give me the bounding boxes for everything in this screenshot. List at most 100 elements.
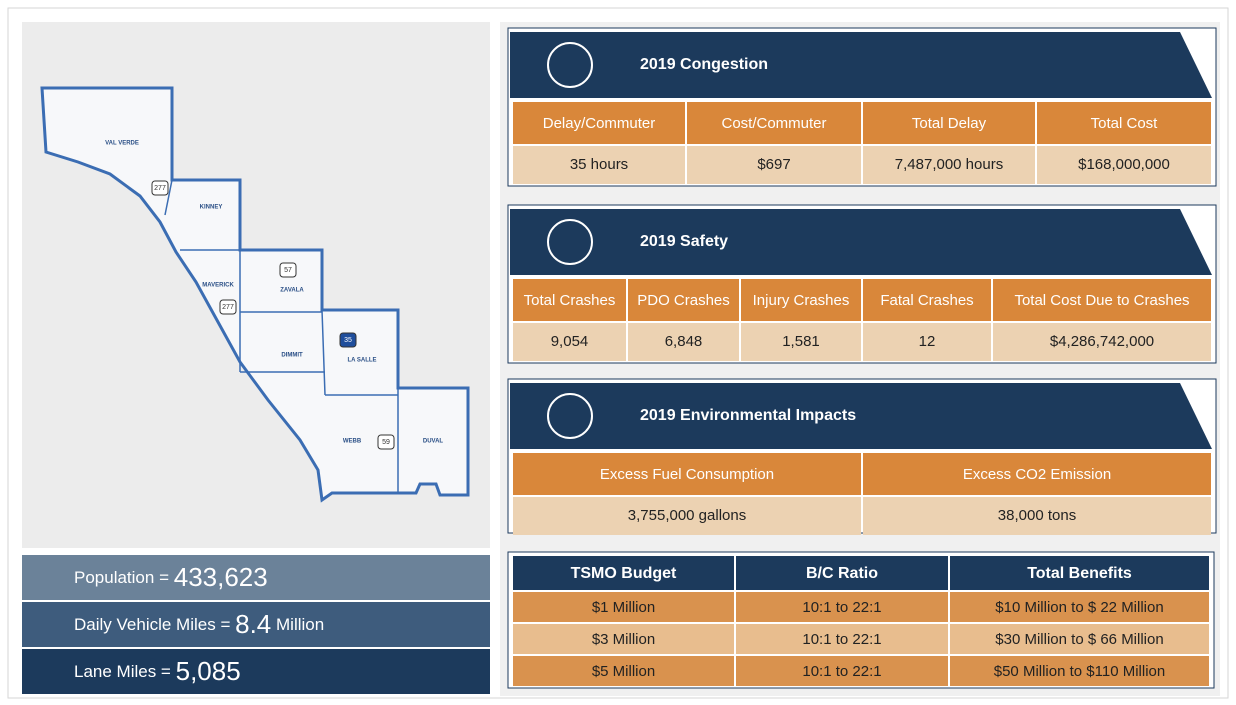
table-cell: [513, 624, 734, 654]
county-label: MAVERICK: [202, 283, 234, 289]
value-cell: [863, 323, 991, 361]
section-banner: [510, 32, 1212, 98]
value-text: $697: [757, 156, 790, 173]
shield-label: 57: [284, 267, 292, 274]
header-text: Total Delay: [912, 115, 987, 132]
header-text: PDO Crashes: [637, 292, 730, 309]
shield-label: 59: [382, 439, 390, 446]
table-header: [950, 556, 1209, 590]
county-label: KINNEY: [200, 205, 223, 211]
table-cell-text: 10:1 to 22:1: [802, 599, 881, 616]
header-text: Fatal Crashes: [880, 292, 973, 309]
stat-bar: [22, 602, 490, 647]
table-header: [736, 556, 948, 590]
value-cell: [628, 323, 739, 361]
county-label: ZAVALA: [280, 288, 304, 294]
table-cell: [513, 592, 734, 622]
value-text: 6,848: [665, 333, 703, 350]
table-cell: [950, 592, 1209, 622]
value-text: 3,755,000 gallons: [628, 507, 746, 524]
table-cell: [950, 624, 1209, 654]
header-cell: [993, 279, 1211, 321]
section-icon: [547, 393, 593, 439]
table-cell-text: $1 Million: [592, 599, 655, 616]
stat-label: Daily Vehicle Miles =: [74, 615, 230, 634]
highway-shield: [219, 299, 237, 315]
value-cell: [1037, 146, 1211, 184]
stat-text: Lane Miles = 5,085: [74, 656, 241, 686]
table-cell: [950, 656, 1209, 686]
table-cell-text: $10 Million to $ 22 Million: [995, 599, 1163, 616]
stat-value: 5,085: [176, 656, 241, 686]
section-title: 2019 Safety: [640, 233, 728, 250]
stat-text: Daily Vehicle Miles = 8.4 Million: [74, 609, 324, 639]
header-cell: [741, 279, 861, 321]
table-cell-text: 10:1 to 22:1: [802, 663, 881, 680]
stat-bar: [22, 649, 490, 694]
value-cell: [513, 146, 685, 184]
table-header-text: B/C Ratio: [806, 565, 878, 582]
table-cell-text: $50 Million to $110 Million: [994, 663, 1165, 680]
table-cell: [736, 624, 948, 654]
header-cell: [863, 453, 1211, 495]
header-text: Total Cost: [1091, 115, 1159, 132]
section-icon: [547, 219, 593, 265]
stat-text: Population = 433,623: [74, 562, 268, 592]
stat-value: 8.4: [235, 609, 271, 639]
county-label: WEBB: [343, 439, 362, 445]
table-header-text: TSMO Budget: [571, 565, 677, 582]
stat-label: Lane Miles =: [74, 662, 171, 681]
value-cell: [741, 323, 861, 361]
value-text: 38,000 tons: [998, 507, 1076, 524]
header-cell: [513, 102, 685, 144]
value-text: 9,054: [551, 333, 589, 350]
county-lines: [164, 179, 399, 493]
section-title: 2019 Environmental Impacts: [640, 407, 856, 424]
region-outline: [40, 86, 470, 503]
highway-shield: [279, 262, 297, 278]
header-text: Total Crashes: [524, 292, 616, 309]
value-cell: [863, 146, 1035, 184]
section-icon: [547, 42, 593, 88]
header-text: Delay/Commuter: [543, 115, 656, 132]
county-label: LA SALLE: [347, 358, 376, 364]
county-label: VAL VERDE: [105, 141, 139, 147]
table-cell-text: 10:1 to 22:1: [802, 631, 881, 648]
value-text: $4,286,742,000: [1050, 333, 1154, 350]
value-cell: [513, 323, 626, 361]
table-cell: [736, 592, 948, 622]
section-title: 2019 Congestion: [640, 56, 768, 73]
stat-bar: [22, 555, 490, 600]
value-cell: [993, 323, 1211, 361]
table-cell-text: $3 Million: [592, 631, 655, 648]
section-banner: [510, 209, 1212, 275]
highway-shield: [339, 332, 357, 348]
value-cell: [687, 146, 861, 184]
value-cell: [513, 497, 861, 535]
header-text: Cost/Commuter: [721, 115, 826, 132]
county-label: DUVAL: [423, 439, 444, 445]
header-text: Excess Fuel Consumption: [600, 466, 774, 483]
shield-label: 277: [222, 304, 234, 311]
value-cell: [863, 497, 1211, 535]
shield-label: 277: [154, 185, 166, 192]
stat-unit: Million: [276, 615, 324, 634]
value-text: 12: [919, 333, 936, 350]
map: [40, 86, 470, 503]
value-text: $168,000,000: [1078, 156, 1170, 173]
table-cell-text: $5 Million: [592, 663, 655, 680]
header-cell: [863, 279, 991, 321]
table-cell: [513, 656, 734, 686]
header-cell: [628, 279, 739, 321]
shield-label: 35: [344, 337, 352, 344]
highway-shield: [151, 180, 169, 196]
highway-shield: [377, 434, 395, 450]
header-text: Excess CO2 Emission: [963, 466, 1111, 483]
header-cell: [513, 453, 861, 495]
value-text: 1,581: [782, 333, 820, 350]
value-text: 7,487,000 hours: [895, 156, 1003, 173]
stat-value: 433,623: [174, 562, 268, 592]
county-label: DIMMIT: [281, 353, 303, 359]
header-cell: [1037, 102, 1211, 144]
header-cell: [513, 279, 626, 321]
